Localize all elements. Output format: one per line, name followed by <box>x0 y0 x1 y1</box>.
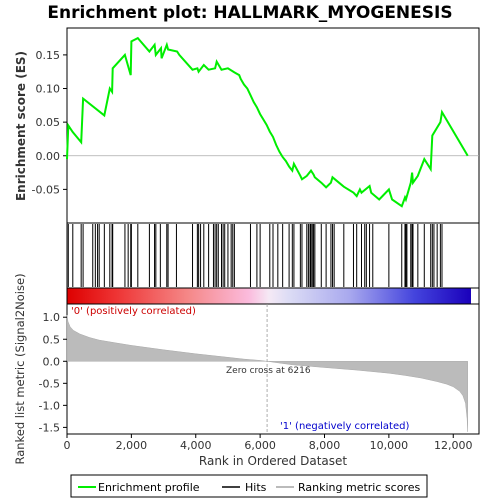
ranked-y-tick-label: 1.0 <box>43 311 61 324</box>
ranked-y-tick-label: 0.0 <box>43 355 61 368</box>
positive-correlation-label: '0' (positively correlated) <box>71 306 196 317</box>
es-y-ticks: 0.15 0.10 0.05 0.00 -0.05 <box>32 49 67 196</box>
hits-panel <box>66 222 480 289</box>
x-tick-label: 4,000 <box>180 439 212 452</box>
x-tick-label: 6,000 <box>244 439 276 452</box>
correlation-color-bar <box>66 287 480 305</box>
es-y-label: Enrichment score (ES) <box>14 51 28 201</box>
ranked-y-ticks: 1.0 0.5 0.0 -0.5 -1.0 -1.5 <box>39 311 67 434</box>
x-axis-label: Rank in Ordered Dataset <box>199 454 347 468</box>
es-y-tick-label: 0.05 <box>36 116 61 129</box>
x-tick-label: 10,000 <box>370 439 409 452</box>
legend-enrichment-label: Enrichment profile <box>98 481 200 494</box>
x-tick-label: 0 <box>64 439 71 452</box>
ranked-y-tick-label: -0.5 <box>39 377 60 390</box>
x-tick-label: 8,000 <box>309 439 341 452</box>
color-bar-fill <box>67 288 471 304</box>
x-tick-label: 12,000 <box>434 439 473 452</box>
es-plot-frame <box>66 27 480 224</box>
legend-frame <box>70 474 428 498</box>
hit-lines <box>67 224 443 287</box>
enrichment-profile-line <box>66 36 469 208</box>
es-y-tick-label: 0.00 <box>36 150 61 163</box>
chart-title: Enrichment plot: HALLMARK_MYOGENESIS <box>47 3 452 23</box>
x-tick-label: 2,000 <box>116 439 148 452</box>
negative-correlation-label: '1' (negatively correlated) <box>280 421 409 432</box>
ranked-y-tick-label: -1.5 <box>39 421 60 434</box>
x-axis-ticks: 0 2,000 4,000 6,000 8,000 10,000 12,000 <box>64 434 473 452</box>
ranked-y-tick-label: -1.0 <box>39 399 60 412</box>
es-y-tick-label: 0.10 <box>36 83 61 96</box>
es-y-tick-label: 0.15 <box>36 49 61 62</box>
ranked-y-label: Ranked list metric (Signal2Noise) <box>13 273 27 464</box>
ranked-panel: 1.0 0.5 0.0 -0.5 -1.0 -1.5 '0' (positively co… <box>13 273 480 465</box>
legend-ranking-label: Ranking metric scores <box>298 481 420 494</box>
legend: Enrichment profile Hits Ranking metric s… <box>70 474 428 498</box>
ranking-metric-area <box>66 314 468 432</box>
zero-cross-label: Zero cross at 6216 <box>226 366 311 376</box>
es-panel: 0.15 0.10 0.05 0.00 -0.05 Enrichment score (… <box>14 27 480 224</box>
ranked-y-tick-label: 0.5 <box>43 333 61 346</box>
legend-hits-label: Hits <box>245 481 267 494</box>
es-y-tick-label: -0.05 <box>32 183 60 196</box>
